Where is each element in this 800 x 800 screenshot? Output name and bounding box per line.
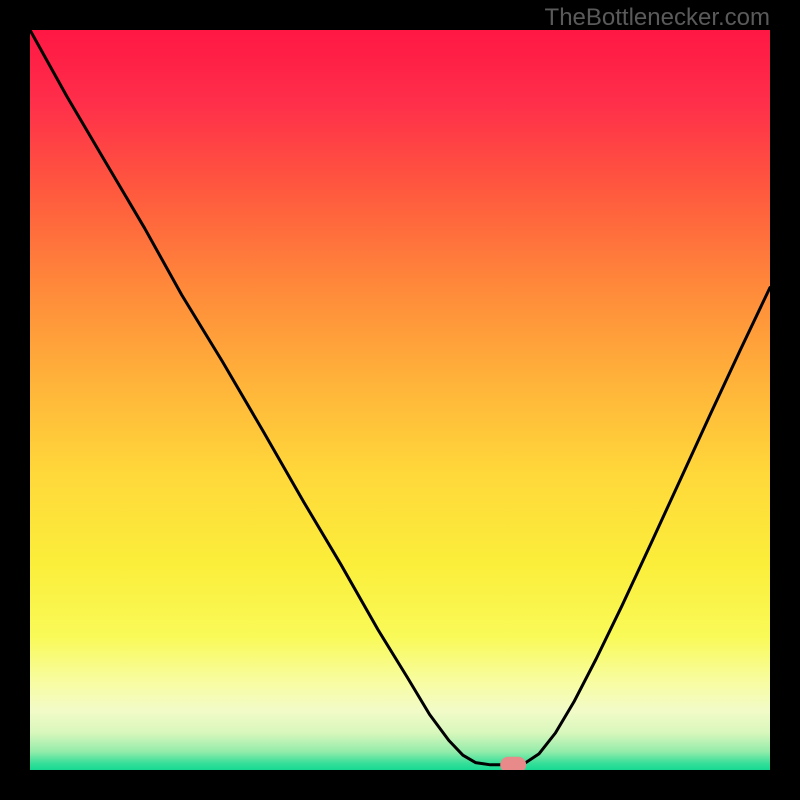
optimal-point-marker xyxy=(500,757,526,770)
watermark-text: TheBottlenecker.com xyxy=(545,4,770,32)
plot-area xyxy=(30,30,770,770)
curve-layer xyxy=(30,30,770,770)
bottleneck-curve xyxy=(30,30,770,765)
chart-canvas: TheBottlenecker.com xyxy=(0,0,800,800)
